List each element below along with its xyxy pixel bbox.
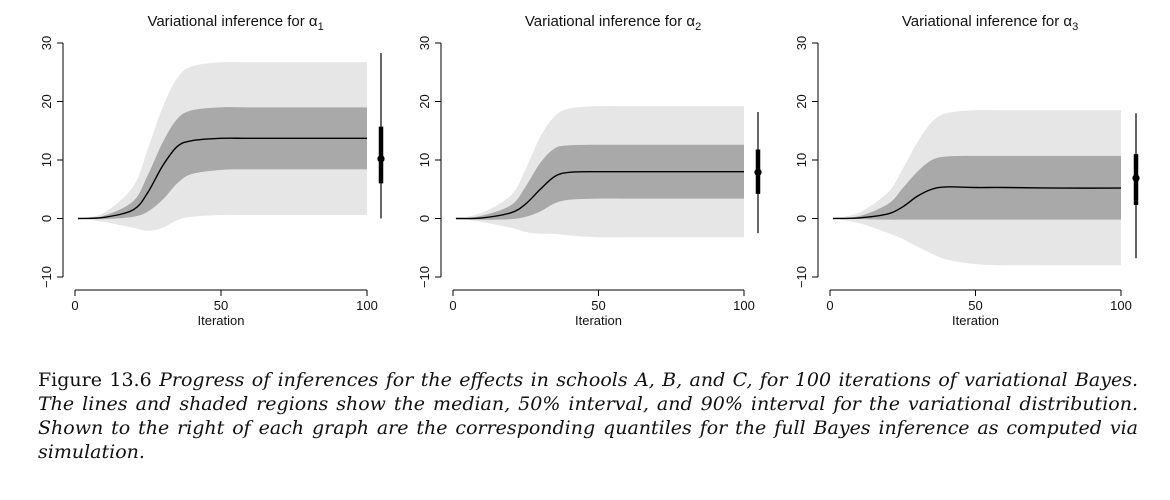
x-tick-label: 50 (591, 298, 605, 313)
x-tick-label: 50 (968, 298, 982, 313)
x-tick-label: 0 (449, 298, 456, 313)
full-bayes-median-point (754, 168, 762, 176)
y-tick-label: 20 (39, 94, 54, 108)
chart-title: Variational inference for α2 (525, 13, 701, 33)
chart-panel-3: −10 0 10 20 30 0 50 100 Iteration Variational inf… (794, 13, 1140, 328)
chart-title: Variational inference for α1 (147, 13, 323, 33)
y-tick-label: 10 (39, 153, 54, 167)
y-tick-label: 10 (794, 153, 809, 167)
y-tick-label: −10 (417, 266, 432, 288)
median-line (455, 170, 744, 220)
chart-panel-2: −10 0 10 20 30 0 50 100 Iteration Variational inf… (417, 13, 762, 328)
chart-panel-1: −10 0 10 20 30 0 50 100 Iteration Variational inf… (39, 13, 385, 328)
y-tick-label: 10 (417, 153, 432, 167)
y-tick-label: 0 (417, 215, 432, 222)
band-50-interval (77, 107, 368, 220)
y-tick-label: −10 (794, 266, 809, 288)
median-line (832, 186, 1122, 220)
x-tick-label: 0 (826, 298, 833, 313)
chart-title: Variational inference for α3 (902, 13, 1078, 33)
y-tick-label: 30 (417, 36, 432, 50)
x-tick-label: 100 (1110, 298, 1132, 313)
y-tick-label: −10 (39, 266, 54, 288)
y-tick-label: 30 (39, 36, 54, 50)
band-50-interval (455, 144, 744, 220)
x-axis-label: Iteration (952, 313, 999, 328)
y-tick-label: 0 (39, 215, 54, 222)
figure-caption-text: Progress of inferences for the effects i… (38, 369, 1138, 463)
y-tick-label: 30 (794, 36, 809, 50)
x-axis-label: Iteration (575, 313, 622, 328)
x-tick-label: 100 (733, 298, 755, 313)
full-bayes-median-point (1132, 174, 1140, 182)
x-axis-label: Iteration (198, 313, 245, 328)
figure-caption: Figure 13.6 Progress of inferences for t… (38, 368, 1138, 464)
x-tick-label: 100 (356, 298, 378, 313)
full-bayes-median-point (377, 155, 385, 163)
x-tick-label: 0 (71, 298, 78, 313)
y-tick-label: 20 (417, 94, 432, 108)
x-tick-label: 50 (214, 298, 228, 313)
y-tick-label: 0 (794, 215, 809, 222)
median-line (77, 137, 367, 220)
y-tick-label: 20 (794, 94, 809, 108)
figure-label: Figure 13.6 (38, 369, 152, 391)
